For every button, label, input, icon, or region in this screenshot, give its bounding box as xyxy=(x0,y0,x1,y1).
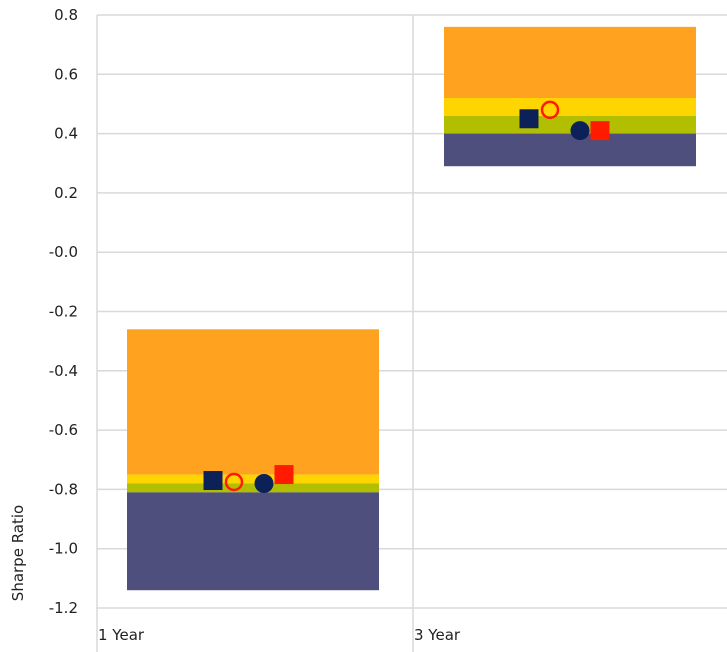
y-tick-label: 0.8 xyxy=(54,6,78,24)
range-band xyxy=(127,474,379,484)
square-marker xyxy=(519,109,539,129)
y-tick-label: -0.2 xyxy=(49,303,78,321)
range-band xyxy=(127,492,379,591)
range-band xyxy=(444,133,696,167)
y-tick-label: -0.4 xyxy=(49,362,78,380)
grid-layer xyxy=(96,14,727,652)
square-marker xyxy=(274,465,294,485)
range-band xyxy=(444,115,696,134)
y-tick-label: 0.2 xyxy=(54,184,78,202)
range-band xyxy=(444,98,696,116)
y-tick-label: 0.4 xyxy=(54,125,78,143)
y-tick-label: -0.6 xyxy=(49,421,78,439)
x-category-label: 1 Year xyxy=(98,626,145,644)
marker-layer xyxy=(203,100,610,493)
y-tick-label: -0.8 xyxy=(49,480,78,498)
range-band xyxy=(444,26,696,99)
y-tick-label: -0.0 xyxy=(49,243,78,261)
range-band xyxy=(127,483,379,493)
range-band xyxy=(127,329,379,475)
y-tick-label: 0.6 xyxy=(54,65,78,83)
label-layer: 0.8 0.6 0.4 0.2 -0.0 -0.2 -0.4 -0.6 -0.8 -1.0 -1.2… xyxy=(49,6,461,644)
y-tick-label: -1.2 xyxy=(49,599,78,617)
band-layer xyxy=(127,26,696,591)
hollow-circle-marker xyxy=(540,100,560,120)
circle-marker xyxy=(254,473,274,493)
y-axis-title: Sharpe Ratio xyxy=(9,505,27,601)
square-marker xyxy=(203,471,223,491)
y-tick-label: -1.0 xyxy=(49,540,78,558)
square-marker xyxy=(590,121,610,141)
circle-marker xyxy=(570,121,590,141)
hollow-circle-marker xyxy=(224,472,244,492)
x-category-label: 3 Year xyxy=(414,626,461,644)
